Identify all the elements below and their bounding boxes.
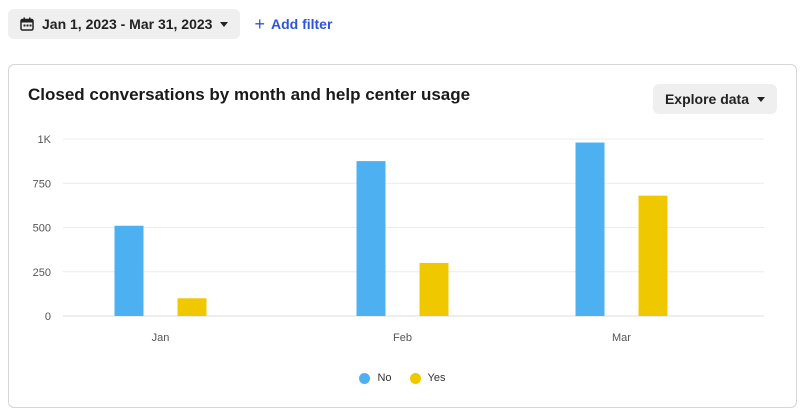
chevron-down-icon bbox=[220, 21, 229, 27]
bar-no-jan[interactable] bbox=[114, 225, 144, 316]
chevron-down-icon bbox=[757, 96, 765, 102]
add-filter-label: Add filter bbox=[270, 16, 333, 32]
toolbar: Jan 1, 2023 - Mar 31, 2023 + Add filter bbox=[8, 9, 332, 39]
legend-label: Yes bbox=[427, 372, 446, 384]
bar-yes-mar[interactable] bbox=[638, 195, 668, 316]
y-tick-label: 0 bbox=[45, 311, 51, 323]
x-tick-label: Mar bbox=[612, 332, 631, 344]
chart-legend: No Yes bbox=[9, 372, 796, 384]
bar-yes-jan[interactable] bbox=[177, 298, 207, 316]
plus-icon: + bbox=[254, 14, 265, 34]
chart-title: Closed conversations by month and help c… bbox=[28, 85, 471, 104]
date-range-label: Jan 1, 2023 - Mar 31, 2023 bbox=[42, 16, 213, 32]
bar-no-feb[interactable] bbox=[356, 161, 386, 316]
date-range-button[interactable]: Jan 1, 2023 - Mar 31, 2023 bbox=[8, 9, 241, 39]
y-tick-label: 500 bbox=[33, 223, 51, 235]
bar-no-mar[interactable] bbox=[575, 142, 605, 316]
bar-yes-feb[interactable] bbox=[419, 262, 449, 316]
y-tick-label: 750 bbox=[33, 178, 51, 190]
y-tick-label: 250 bbox=[33, 267, 51, 279]
explore-data-label: Explore data bbox=[664, 91, 749, 107]
legend-swatch bbox=[359, 372, 371, 384]
legend-item-no[interactable]: No bbox=[359, 372, 392, 384]
legend-swatch bbox=[409, 372, 421, 384]
legend-label: No bbox=[377, 372, 392, 384]
x-tick-label: Jan bbox=[152, 332, 170, 344]
chart-card: Closed conversations by month and help c… bbox=[8, 64, 797, 408]
y-tick-label: 1K bbox=[38, 134, 52, 146]
add-filter-button[interactable]: + Add filter bbox=[254, 15, 332, 33]
x-tick-label: Feb bbox=[393, 332, 412, 344]
calendar-icon bbox=[20, 17, 34, 31]
explore-data-button[interactable]: Explore data bbox=[652, 84, 777, 114]
legend-item-yes[interactable]: Yes bbox=[409, 372, 446, 384]
bar-chart: 0 250 500 750 1K Jan Feb Mar bbox=[33, 134, 764, 344]
